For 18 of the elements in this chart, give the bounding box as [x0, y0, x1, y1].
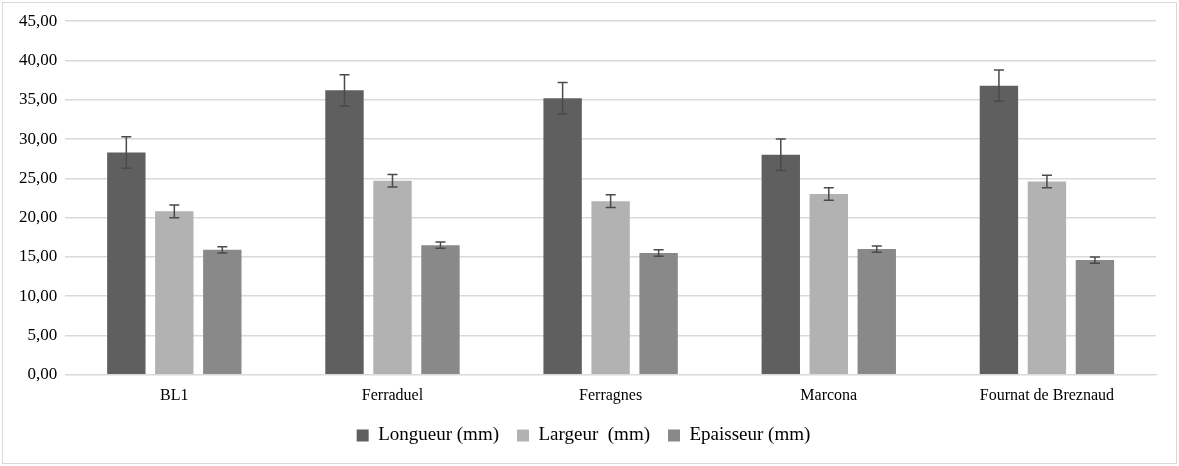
- y-tick-label: 45,00: [19, 10, 58, 30]
- y-tick-label: 35,00: [19, 89, 58, 109]
- y-tick-label: 0,00: [27, 364, 58, 384]
- legend-label: Longueur (mm): [378, 423, 499, 446]
- x-tick-label: BL1: [160, 385, 189, 403]
- y-tick-label: 15,00: [19, 246, 58, 266]
- y-tick-label: 10,00: [19, 285, 58, 305]
- legend-label: Largeur (mm): [538, 423, 650, 446]
- y-tick-label: 25,00: [19, 167, 58, 187]
- x-tick-label: Fournat de Breznaud: [979, 385, 1115, 403]
- y-tick-label: 5,00: [27, 324, 58, 344]
- legend-label: Epaisseur (mm): [689, 423, 811, 446]
- x-tick-label: Ferraduel: [361, 385, 424, 403]
- x-tick-label: Marcona: [800, 385, 858, 403]
- y-tick-label: 30,00: [19, 128, 58, 148]
- y-tick-label: 40,00: [19, 49, 58, 69]
- x-tick-label: Ferragnes: [579, 385, 643, 404]
- y-tick-label: 20,00: [19, 207, 58, 227]
